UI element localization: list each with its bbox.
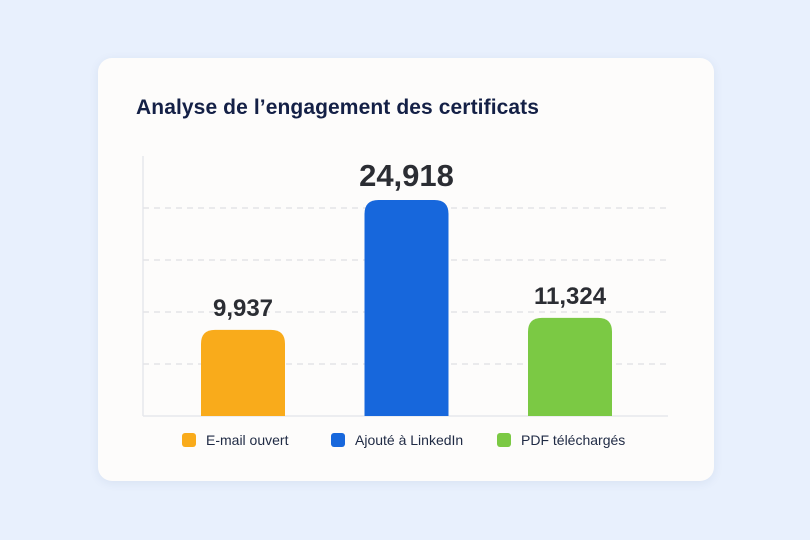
bar-chart: 9,937 24,918 11,324 xyxy=(142,156,668,417)
legend-swatch-linkedin xyxy=(331,433,345,447)
legend-swatch-pdf xyxy=(497,433,511,447)
legend-label-pdf: PDF téléchargés xyxy=(521,432,626,448)
legend-label-linkedin: Ajouté à LinkedIn xyxy=(355,432,464,448)
chart-card: Analyse de l’engagement des certificats … xyxy=(98,58,714,481)
legend-item-email: E-mail ouvert xyxy=(182,432,288,448)
bar-email xyxy=(201,329,285,416)
legend: E-mail ouvert Ajouté à LinkedIn PDF télé… xyxy=(98,432,714,456)
legend-item-linkedin: Ajouté à LinkedIn xyxy=(331,432,463,448)
value-label-email: 9,937 xyxy=(213,295,273,322)
legend-item-pdf: PDF téléchargés xyxy=(497,432,625,448)
chart-title: Analyse de l’engagement des certificats xyxy=(136,96,540,119)
value-label-linkedin: 24,918 xyxy=(359,158,454,193)
legend-label-email: E-mail ouvert xyxy=(206,432,289,448)
value-label-pdf: 11,324 xyxy=(534,283,607,310)
bar-linkedin xyxy=(364,200,449,416)
bar-pdf xyxy=(528,317,612,416)
legend-swatch-email xyxy=(182,433,196,447)
